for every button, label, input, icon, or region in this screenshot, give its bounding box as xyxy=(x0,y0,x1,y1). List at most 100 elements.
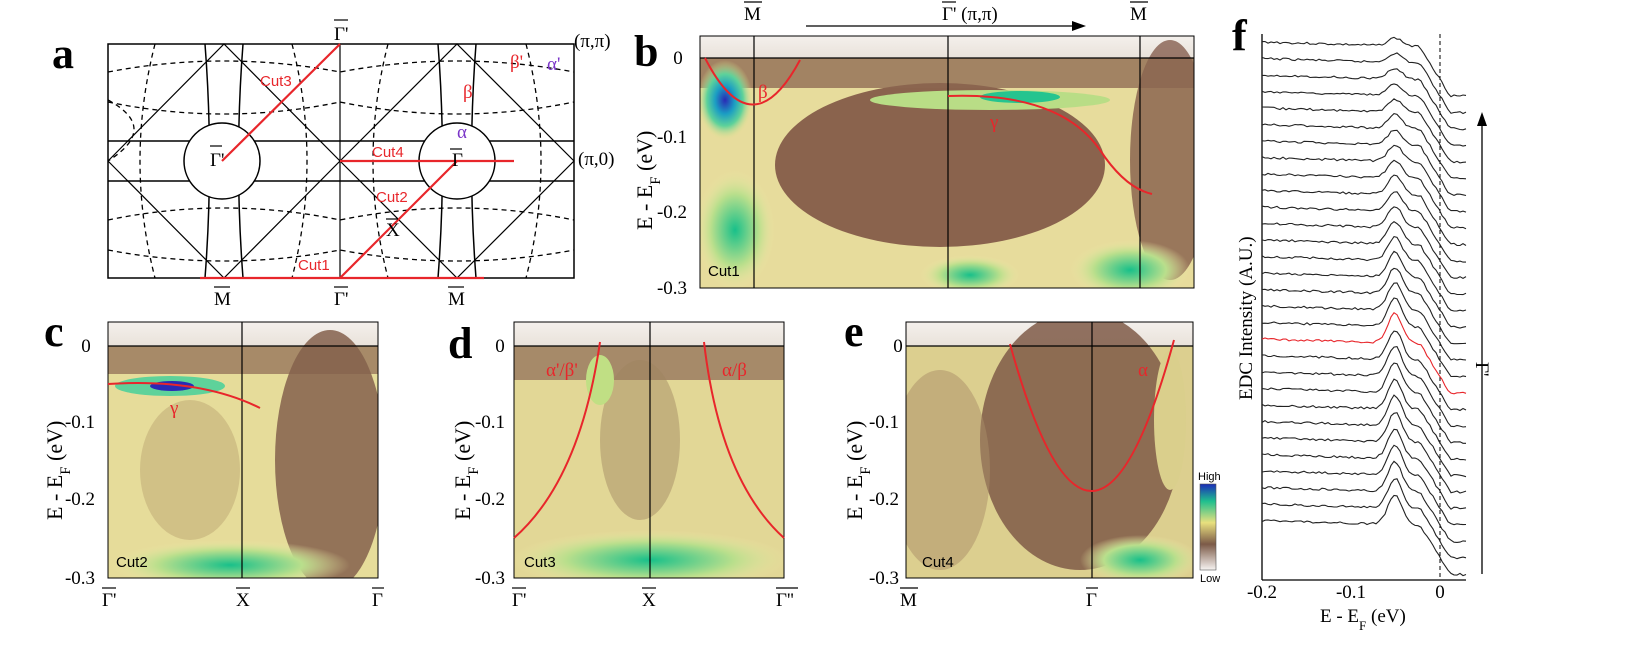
panel-e-frame xyxy=(905,321,1194,579)
panel-c: c γ Cut2 0 -0.1 -0.2 -0.3 E - EF (eV) Γ'… xyxy=(42,307,384,611)
top-label-m2: M xyxy=(1130,4,1147,25)
gamma-label-c: γ xyxy=(169,398,178,419)
ytick: -0.2 xyxy=(475,489,505,510)
edc-curve xyxy=(1261,267,1467,345)
ylabel-c: E - EF (eV) xyxy=(42,421,74,520)
edc-curve xyxy=(1261,444,1467,526)
corner-label-pi0: (π,0) xyxy=(578,149,615,170)
ytick: -0.1 xyxy=(657,127,687,148)
ylabel-b: E - EF (eV) xyxy=(632,131,664,230)
top-label-m: M xyxy=(744,4,761,25)
ylabel-d: E - EF (eV) xyxy=(450,421,482,520)
edc-curve xyxy=(1261,112,1467,180)
xlabel: X xyxy=(236,590,250,611)
cut2-label: Cut2 xyxy=(376,189,408,206)
x-point: X xyxy=(386,220,400,241)
panel-b: b β γ Cut1 0 -0.1 -0.2 -0.3 E - EF (eV) xyxy=(632,1,1195,299)
edc-curve xyxy=(1261,98,1467,164)
ytick: -0.2 xyxy=(657,202,687,223)
ylabel-e: E - EF (eV) xyxy=(842,421,874,520)
panel-f: f -0.2 -0.1 0 E - EF (eV) EDC Intensity … xyxy=(1232,11,1492,633)
bz-diamond-right xyxy=(339,43,575,279)
xlabel: Γ' xyxy=(512,590,526,611)
alpha-prime-label: α' xyxy=(547,54,560,75)
gamma-prime-point: Γ' xyxy=(210,150,224,171)
edc-curve xyxy=(1261,412,1467,494)
scan-arrow-head xyxy=(1477,112,1487,126)
ylabel-f: EDC Intensity (A.U.) xyxy=(1236,236,1257,400)
edc-curves xyxy=(1261,36,1467,577)
xlabel: Γ'' xyxy=(776,590,794,611)
ytick: -0.1 xyxy=(475,412,505,433)
panel-label-f: f xyxy=(1232,11,1248,60)
panel-label-e: e xyxy=(844,307,864,356)
ytick: -0.3 xyxy=(869,568,899,589)
cut-label-c: Cut2 xyxy=(116,554,148,571)
panel-label-b: b xyxy=(634,27,658,76)
beta-prime-label: β' xyxy=(510,52,523,73)
alpha-band-fit xyxy=(1009,339,1175,492)
edc-curve xyxy=(1261,36,1467,98)
edc-curve-gamma xyxy=(1261,312,1467,395)
panel-a: a xyxy=(52,19,615,310)
edc-curve xyxy=(1261,460,1467,543)
arpes-image-cut2 xyxy=(108,322,378,578)
panel-b-frame xyxy=(699,35,1195,289)
xtick: -0.1 xyxy=(1336,582,1366,603)
edc-curve xyxy=(1261,191,1466,263)
arrow-label-gamma: Γ' xyxy=(1471,362,1492,376)
edc-curve xyxy=(1261,250,1467,329)
beta-label: β xyxy=(463,82,473,103)
xlabel: X xyxy=(642,590,656,611)
xlabel-f: E - EF (eV) xyxy=(1320,606,1406,633)
edc-curve xyxy=(1261,345,1467,428)
corner-label-pipi: (π,π) xyxy=(574,31,611,52)
edc-curve xyxy=(1262,68,1467,131)
xlabel: M xyxy=(900,590,917,611)
alpha-beta-prime-label: α'/β' xyxy=(546,360,578,381)
bottom-label-m-right: M xyxy=(448,289,465,310)
ytick: -0.2 xyxy=(65,489,95,510)
top-label-gamma: Γ' (π,π) xyxy=(942,4,998,25)
beta-band-fit xyxy=(704,57,801,106)
cut1-label: Cut1 xyxy=(298,257,330,274)
cut-label-b: Cut1 xyxy=(708,263,740,280)
edc-curve xyxy=(1261,174,1467,247)
colorbar-high: High xyxy=(1198,471,1221,483)
cut-label-d: Cut3 xyxy=(524,554,556,571)
edc-curve xyxy=(1261,282,1467,361)
edc-curve xyxy=(1261,159,1467,230)
edc-curve xyxy=(1261,378,1467,461)
arpes-image-cut4 xyxy=(906,322,1193,578)
arpes-image-cut3 xyxy=(514,322,784,578)
cut4-label: Cut4 xyxy=(372,144,404,161)
edc-curve xyxy=(1261,330,1467,412)
edc-curve xyxy=(1261,297,1467,378)
panel-label-d: d xyxy=(448,319,472,368)
edc-curve xyxy=(1261,235,1467,312)
alpha-label: α xyxy=(457,122,467,143)
ytick: 0 xyxy=(893,336,903,357)
edc-curve xyxy=(1261,206,1467,280)
edc-curve xyxy=(1261,394,1467,478)
ytick: -0.3 xyxy=(475,568,505,589)
arrow-head xyxy=(1072,21,1086,31)
edc-curve xyxy=(1261,144,1467,213)
alpha-beta-label: α/β xyxy=(722,360,747,381)
edc-curve xyxy=(1261,362,1466,444)
panel-d: d α'/β' α/β Cut3 0 -0.1 -0.2 -0.3 E - EF… xyxy=(448,319,798,611)
edc-curve xyxy=(1261,52,1467,115)
arpes-image-cut1 xyxy=(700,36,1194,288)
top-gamma-prime: Γ' xyxy=(334,24,348,45)
xlabel: Γ xyxy=(1086,590,1097,611)
ytick: 0 xyxy=(495,336,505,357)
xlabel: Γ xyxy=(372,590,383,611)
xlabel: Γ' xyxy=(102,590,116,611)
ytick: -0.1 xyxy=(869,412,899,433)
colorbar-low: Low xyxy=(1200,573,1220,585)
alpha-label-e: α xyxy=(1138,360,1148,381)
gamma-band-fit xyxy=(947,94,1153,195)
alpha-beta-fit xyxy=(703,341,785,539)
gamma-band-fit xyxy=(107,382,261,409)
